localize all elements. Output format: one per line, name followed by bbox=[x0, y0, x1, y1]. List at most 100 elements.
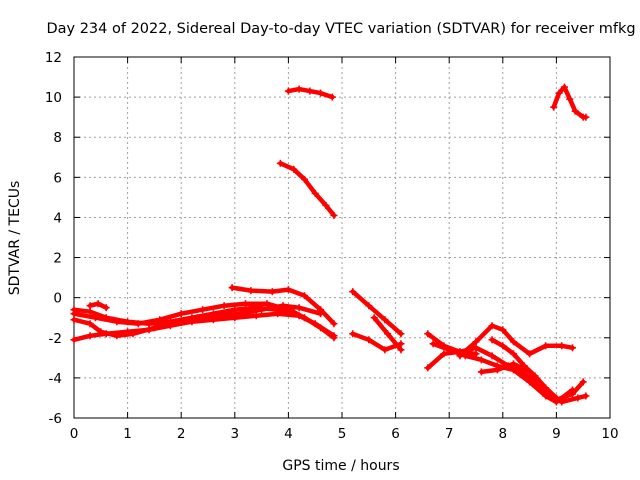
data-point bbox=[97, 328, 105, 336]
grid bbox=[74, 57, 610, 418]
data-point bbox=[582, 113, 590, 121]
data-point bbox=[228, 284, 236, 292]
data-point bbox=[322, 201, 330, 209]
data-point bbox=[86, 308, 94, 316]
y-tick-label: 0 bbox=[53, 291, 62, 307]
data-point bbox=[542, 342, 550, 350]
data-point bbox=[526, 378, 534, 386]
data-point bbox=[472, 338, 480, 346]
data-point bbox=[242, 300, 250, 308]
y-tick-label: -2 bbox=[49, 331, 62, 347]
data-point bbox=[510, 360, 518, 368]
y-tick-label: 2 bbox=[53, 251, 62, 267]
data-point bbox=[295, 304, 303, 312]
data-point bbox=[397, 330, 405, 338]
data-point bbox=[510, 350, 518, 358]
data-point bbox=[220, 302, 228, 310]
data-point bbox=[568, 344, 576, 352]
data-point bbox=[440, 342, 448, 350]
series-line bbox=[350, 289, 404, 337]
data-point bbox=[330, 211, 338, 219]
data-point bbox=[499, 326, 507, 334]
data-point bbox=[493, 366, 501, 374]
data-point bbox=[574, 394, 582, 402]
data-point bbox=[397, 346, 405, 354]
data-point bbox=[102, 304, 110, 312]
series-track-10 bbox=[349, 330, 405, 354]
data-point bbox=[477, 368, 485, 376]
data-point bbox=[349, 330, 357, 338]
data-point bbox=[488, 322, 496, 330]
series-line bbox=[278, 161, 337, 218]
data-point bbox=[328, 93, 336, 101]
data-point bbox=[381, 316, 389, 324]
y-tick-label: 10 bbox=[45, 90, 62, 106]
y-tick-label: 12 bbox=[45, 50, 62, 66]
series-track-17 bbox=[488, 336, 560, 402]
series-track-16 bbox=[424, 330, 480, 358]
data-point bbox=[424, 364, 432, 372]
x-tick-label: 5 bbox=[338, 426, 347, 442]
data-point bbox=[477, 356, 485, 364]
chart-title: Day 234 of 2022, Sidereal Day-to-day VTE… bbox=[46, 21, 635, 37]
data-point bbox=[284, 87, 292, 95]
data-point bbox=[290, 165, 298, 173]
data-point bbox=[311, 320, 319, 328]
series-line bbox=[350, 331, 404, 353]
series-track-6 bbox=[86, 300, 110, 312]
data-point bbox=[542, 390, 550, 398]
data-point bbox=[456, 348, 464, 356]
plot-frame bbox=[73, 56, 611, 419]
data-point bbox=[424, 330, 432, 338]
data-point bbox=[526, 350, 534, 358]
data-point bbox=[330, 320, 338, 328]
data-point bbox=[276, 159, 284, 167]
data-point bbox=[263, 300, 271, 308]
data-point bbox=[247, 287, 255, 295]
data-point bbox=[550, 103, 558, 111]
x-tick-label: 2 bbox=[177, 426, 186, 442]
data-point bbox=[558, 342, 566, 350]
data-point bbox=[317, 306, 325, 314]
series-track-8 bbox=[284, 85, 336, 101]
x-tick-label: 8 bbox=[499, 426, 508, 442]
data-point bbox=[102, 314, 110, 322]
data-point bbox=[295, 85, 303, 93]
data-point bbox=[86, 320, 94, 328]
data-point bbox=[571, 107, 579, 115]
data-point bbox=[124, 318, 132, 326]
data-point bbox=[365, 302, 373, 310]
data-point bbox=[172, 318, 180, 326]
data-point bbox=[317, 89, 325, 97]
x-tick-label: 3 bbox=[231, 426, 240, 442]
series-track-18 bbox=[550, 83, 590, 121]
data-point bbox=[384, 330, 392, 338]
data-point bbox=[568, 386, 576, 394]
data-point bbox=[258, 306, 266, 314]
series-track-11 bbox=[370, 314, 405, 354]
data-point bbox=[252, 312, 260, 320]
data-point bbox=[290, 308, 298, 316]
data-point bbox=[472, 344, 480, 352]
data-point bbox=[311, 189, 319, 197]
data-point bbox=[349, 288, 357, 296]
data-point bbox=[531, 372, 539, 380]
series-group bbox=[70, 83, 590, 406]
data-point bbox=[472, 350, 480, 358]
series-line bbox=[425, 345, 586, 403]
data-point bbox=[510, 338, 518, 346]
data-point bbox=[510, 366, 518, 374]
series-track-9 bbox=[349, 288, 405, 338]
data-point bbox=[542, 384, 550, 392]
data-point bbox=[306, 87, 314, 95]
data-point bbox=[145, 320, 153, 328]
data-point bbox=[295, 312, 303, 320]
data-point bbox=[94, 300, 102, 308]
series-track-4 bbox=[70, 302, 325, 340]
x-axis-label: GPS time / hours bbox=[282, 458, 399, 474]
data-point bbox=[70, 336, 78, 344]
data-point bbox=[440, 350, 448, 358]
x-tick-label: 1 bbox=[123, 426, 132, 442]
data-point bbox=[86, 302, 94, 310]
